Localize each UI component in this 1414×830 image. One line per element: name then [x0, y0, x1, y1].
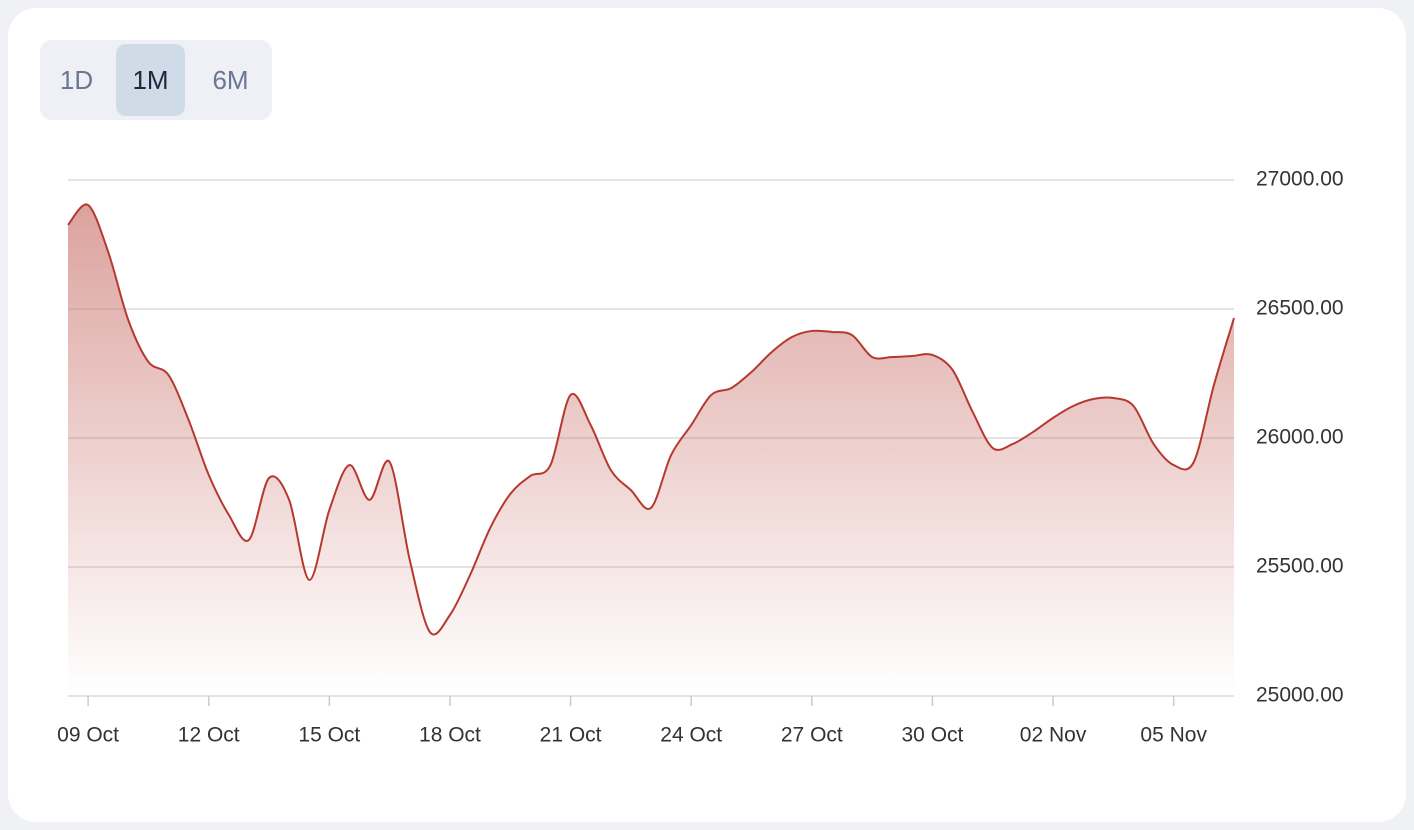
- x-tick-label: 09 Oct: [57, 724, 119, 747]
- range-button[interactable]: 6M: [212, 64, 249, 95]
- x-tick-label: 27 Oct: [781, 724, 843, 747]
- y-tick-label: 25500.00: [1256, 555, 1344, 578]
- y-tick-label: 26000.00: [1256, 426, 1344, 449]
- range-button[interactable]: 1D: [59, 64, 94, 95]
- x-tick-label: 15 Oct: [298, 724, 360, 747]
- x-tick-label: 24 Oct: [660, 724, 722, 747]
- range-button[interactable]: 1M: [116, 44, 185, 116]
- y-tick-label: 25000.00: [1256, 684, 1344, 707]
- x-tick-label: 21 Oct: [540, 724, 602, 747]
- area-fill: [68, 204, 1234, 696]
- x-tick-label: 05 Nov: [1140, 724, 1207, 747]
- x-tick-label: 12 Oct: [178, 724, 240, 747]
- x-tick-label: 30 Oct: [902, 724, 964, 747]
- range-selector: 1D 1M 6M: [40, 40, 272, 120]
- line: [67, 203, 1235, 636]
- x-tick-label: 18 Oct: [419, 724, 481, 747]
- y-tick-label: 27000.00: [1256, 168, 1344, 191]
- y-tick-label: 26500.00: [1256, 297, 1344, 320]
- x-tick-label: 02 Nov: [1020, 724, 1087, 747]
